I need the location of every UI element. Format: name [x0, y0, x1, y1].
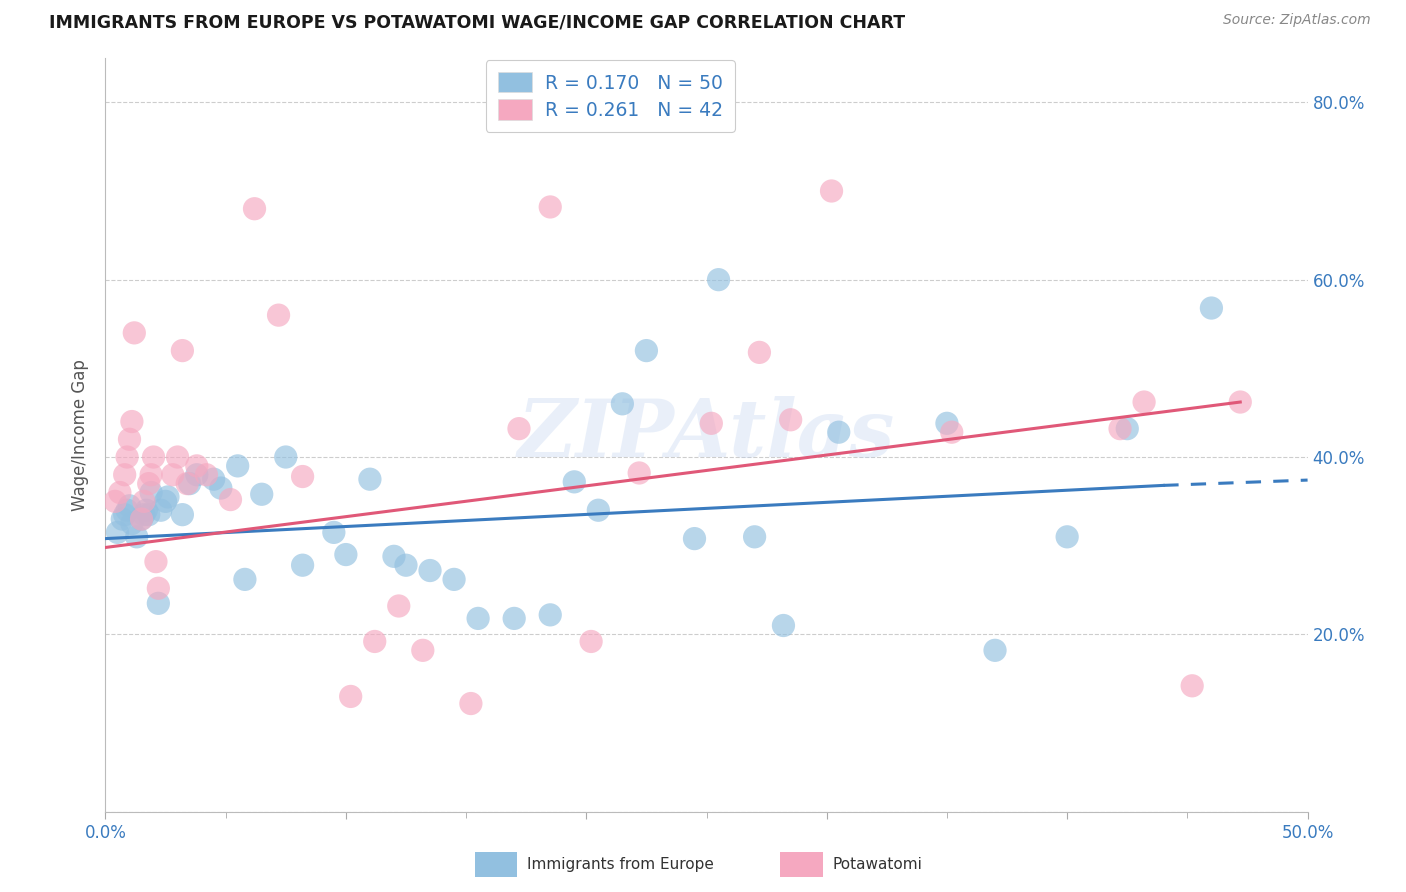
Point [467, 611, 489, 625]
Point [339, 690, 361, 704]
Point [131, 512, 153, 526]
Point [538, 200, 561, 214]
Point [176, 476, 198, 491]
Point [335, 548, 357, 562]
Point [162, 467, 184, 482]
Text: Potawatomi: Potawatomi [832, 857, 922, 871]
Point [138, 508, 160, 522]
Point [1116, 422, 1139, 436]
Point [135, 503, 157, 517]
Legend: R = 0.170   N = 50, R = 0.261   N = 42: R = 0.170 N = 50, R = 0.261 N = 42 [485, 60, 735, 132]
Point [132, 494, 155, 508]
Y-axis label: Wage/Income Gap: Wage/Income Gap [72, 359, 90, 511]
Point [274, 450, 297, 464]
Point [941, 425, 963, 440]
Point [145, 555, 167, 569]
Point [612, 397, 634, 411]
Text: Source: ZipAtlas.com: Source: ZipAtlas.com [1223, 13, 1371, 28]
Point [382, 549, 405, 564]
Point [172, 508, 194, 522]
Point [291, 469, 314, 483]
Point [683, 532, 706, 546]
Point [588, 503, 610, 517]
Point [104, 494, 127, 508]
Text: IMMIGRANTS FROM EUROPE VS POTAWATOMI WAGE/INCOME GAP CORRELATION CHART: IMMIGRANTS FROM EUROPE VS POTAWATOMI WAG… [49, 13, 905, 31]
Point [267, 308, 290, 322]
Point [744, 530, 766, 544]
Point [142, 450, 165, 464]
Point [443, 573, 465, 587]
Point [419, 564, 441, 578]
Point [149, 503, 172, 517]
Point [111, 512, 134, 526]
Point [115, 503, 138, 517]
Point [148, 596, 170, 610]
Text: ZIPAtlas: ZIPAtlas [517, 396, 896, 474]
Point [166, 450, 188, 464]
Point [538, 607, 561, 622]
Point [179, 476, 201, 491]
Point [107, 525, 129, 540]
Point [1133, 395, 1156, 409]
Point [139, 467, 162, 482]
Point [503, 611, 526, 625]
Point [460, 697, 482, 711]
Point [121, 516, 143, 531]
Point [226, 458, 249, 473]
Point [172, 343, 194, 358]
Point [579, 634, 602, 648]
Point [1201, 301, 1223, 315]
Point [828, 425, 851, 440]
Point [1229, 395, 1251, 409]
Point [148, 581, 170, 595]
Point [1181, 679, 1204, 693]
Point [125, 530, 148, 544]
Point [700, 417, 723, 431]
Point [291, 558, 314, 573]
Point [195, 467, 218, 482]
Point [359, 472, 381, 486]
Point [118, 432, 141, 446]
Point [984, 643, 1007, 657]
Point [114, 508, 136, 522]
Point [562, 475, 585, 489]
Point [250, 487, 273, 501]
Point [772, 618, 794, 632]
Point [936, 417, 959, 431]
Point [156, 490, 179, 504]
Point [322, 525, 344, 540]
Point [1109, 422, 1132, 436]
Point [138, 476, 160, 491]
Point [820, 184, 842, 198]
Point [139, 485, 162, 500]
Point [209, 481, 232, 495]
Point [233, 573, 256, 587]
Point [115, 450, 138, 464]
Point [628, 466, 651, 480]
Point [779, 413, 801, 427]
Point [124, 326, 146, 340]
Point [108, 485, 131, 500]
Point [202, 472, 225, 486]
Point [1056, 530, 1078, 544]
Point [121, 415, 143, 429]
Point [131, 512, 153, 526]
Point [219, 492, 242, 507]
Point [364, 634, 387, 648]
Point [748, 345, 770, 359]
Point [395, 558, 418, 573]
Point [412, 643, 434, 657]
Point [388, 599, 411, 613]
Point [186, 458, 208, 473]
Point [707, 273, 730, 287]
Point [155, 494, 177, 508]
Point [186, 467, 208, 482]
Point [114, 467, 136, 482]
Text: Immigrants from Europe: Immigrants from Europe [527, 857, 714, 871]
Point [508, 422, 530, 436]
Point [243, 202, 266, 216]
Point [636, 343, 658, 358]
Point [118, 499, 141, 513]
Point [132, 508, 155, 522]
